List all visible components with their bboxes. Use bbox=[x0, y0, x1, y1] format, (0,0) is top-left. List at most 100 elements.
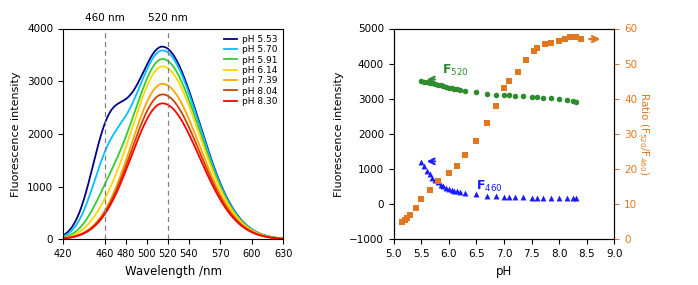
pH 6.14 bbox=[189, 115, 198, 119]
pH 8.30 bbox=[158, 102, 167, 105]
pH 8.04 bbox=[158, 93, 167, 96]
pH 7.39 bbox=[115, 177, 124, 180]
Point bbox=[452, 87, 463, 91]
Y-axis label: Fluorescence intensity: Fluorescence intensity bbox=[334, 71, 343, 197]
pH 8.04 bbox=[59, 237, 67, 240]
pH 8.30 bbox=[207, 180, 215, 183]
Line: pH 7.39: pH 7.39 bbox=[63, 84, 283, 239]
Legend: pH 5.53, pH 5.70, pH 5.91, pH 6.14, pH 7.39, pH 8.04, pH 8.30: pH 5.53, pH 5.70, pH 5.91, pH 6.14, pH 7… bbox=[222, 33, 279, 108]
pH 7.39 bbox=[189, 128, 198, 131]
pH 8.30 bbox=[158, 102, 167, 105]
pH 6.14 bbox=[279, 237, 288, 240]
Point bbox=[454, 190, 466, 194]
pH 8.04 bbox=[98, 215, 106, 219]
Point bbox=[405, 213, 416, 217]
pH 5.70 bbox=[207, 157, 215, 160]
Point bbox=[545, 96, 556, 101]
Point bbox=[528, 49, 540, 54]
Point bbox=[504, 195, 515, 200]
pH 5.70 bbox=[115, 124, 124, 127]
pH 8.30 bbox=[98, 217, 106, 220]
pH 8.30 bbox=[279, 237, 288, 241]
X-axis label: pH: pH bbox=[496, 265, 512, 278]
pH 6.14 bbox=[158, 65, 167, 68]
Point bbox=[443, 186, 454, 191]
pH 5.70 bbox=[279, 237, 288, 240]
Point bbox=[510, 93, 521, 98]
Point bbox=[432, 82, 443, 87]
Point bbox=[470, 89, 482, 94]
pH 5.70 bbox=[158, 49, 166, 52]
pH 5.53 bbox=[115, 101, 124, 105]
pH 6.14 bbox=[115, 163, 124, 167]
pH 5.91 bbox=[207, 160, 215, 164]
pH 5.53 bbox=[158, 45, 167, 48]
Line: pH 5.70: pH 5.70 bbox=[63, 50, 283, 239]
Point bbox=[460, 153, 471, 157]
pH 5.91 bbox=[279, 237, 288, 240]
pH 5.91 bbox=[225, 203, 233, 206]
Point bbox=[504, 79, 515, 84]
Text: F$_{460}$: F$_{460}$ bbox=[476, 179, 503, 194]
Point bbox=[498, 86, 510, 91]
Point bbox=[554, 196, 565, 200]
Point bbox=[460, 191, 471, 195]
Point bbox=[482, 194, 493, 198]
Point bbox=[435, 182, 446, 187]
Point bbox=[429, 178, 440, 183]
Point bbox=[449, 87, 460, 91]
pH 6.14 bbox=[207, 164, 215, 167]
Text: 460 nm: 460 nm bbox=[85, 13, 125, 23]
Point bbox=[490, 103, 501, 108]
pH 5.70 bbox=[158, 49, 167, 52]
Point bbox=[449, 188, 460, 193]
Point bbox=[537, 196, 548, 200]
pH 5.91 bbox=[189, 110, 198, 113]
Point bbox=[504, 93, 515, 97]
pH 6.14 bbox=[59, 236, 67, 240]
Point bbox=[402, 216, 413, 221]
Line: pH 5.91: pH 5.91 bbox=[63, 59, 283, 239]
Point bbox=[545, 40, 556, 45]
Point bbox=[415, 197, 426, 201]
pH 8.04 bbox=[158, 93, 167, 96]
Y-axis label: Fluorescence intensity: Fluorescence intensity bbox=[11, 71, 22, 197]
Point bbox=[565, 35, 576, 40]
pH 5.53 bbox=[98, 131, 106, 134]
Point bbox=[470, 139, 482, 143]
Point bbox=[567, 99, 579, 103]
Point bbox=[438, 84, 449, 88]
Point bbox=[432, 180, 443, 185]
Point bbox=[510, 195, 521, 200]
Point bbox=[429, 82, 440, 86]
Point bbox=[432, 179, 443, 184]
pH 5.91 bbox=[115, 150, 124, 154]
pH 7.39 bbox=[158, 82, 167, 86]
pH 6.14 bbox=[158, 65, 167, 68]
X-axis label: Wavelength /nm: Wavelength /nm bbox=[125, 265, 221, 278]
Point bbox=[482, 91, 493, 96]
Point bbox=[554, 38, 565, 43]
Point bbox=[490, 194, 501, 199]
pH 5.53 bbox=[279, 237, 288, 240]
Point bbox=[440, 186, 452, 190]
pH 5.70 bbox=[189, 104, 198, 107]
pH 6.14 bbox=[98, 202, 106, 206]
Point bbox=[410, 205, 422, 210]
pH 8.30 bbox=[59, 237, 67, 240]
Point bbox=[446, 188, 457, 192]
Point bbox=[490, 92, 501, 97]
Point bbox=[435, 83, 446, 88]
Point bbox=[446, 86, 457, 91]
Point bbox=[438, 184, 449, 189]
pH 8.30 bbox=[225, 211, 233, 215]
Point bbox=[421, 168, 432, 173]
Point bbox=[526, 94, 537, 99]
Point bbox=[537, 96, 548, 100]
Point bbox=[418, 79, 429, 84]
pH 8.04 bbox=[189, 135, 198, 139]
pH 5.91 bbox=[59, 236, 67, 239]
pH 8.04 bbox=[207, 176, 215, 179]
Point bbox=[443, 86, 454, 90]
Point bbox=[418, 164, 429, 168]
